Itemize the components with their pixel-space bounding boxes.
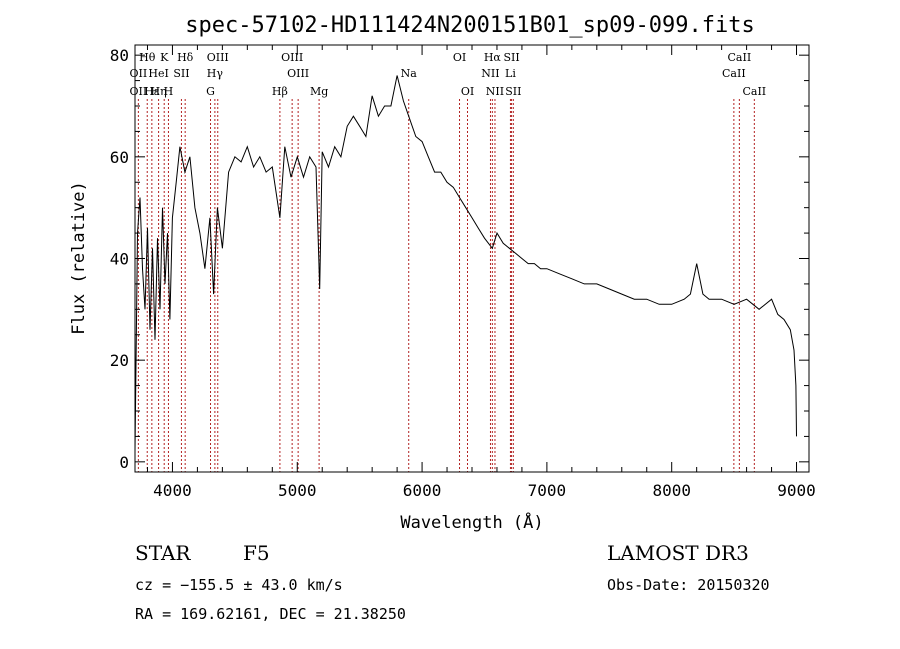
line-marker-label: OII <box>130 85 148 98</box>
line-marker-label: NII <box>481 67 499 80</box>
line-marker-label: CaII <box>742 85 766 98</box>
line-marker-label: Mg <box>310 85 328 98</box>
obs-date: Obs-Date: 20150320 <box>607 576 770 594</box>
y-tick-label: 60 <box>110 148 129 167</box>
line-marker-label: Hε <box>144 85 160 98</box>
x-tick-label: 9000 <box>777 481 816 500</box>
line-marker-label: NII <box>486 85 504 98</box>
line-marker-label: H <box>164 85 174 98</box>
line-marker-label: OII <box>130 67 148 80</box>
line-marker-label: Hβ <box>272 85 288 98</box>
line-marker-label: SII <box>505 85 521 98</box>
y-tick-label: 40 <box>110 250 129 269</box>
line-marker-label: CaII <box>722 67 746 80</box>
axis-ticks: 4000 5000 6000 7000 8000 9000 0 20 40 60 80 <box>110 45 816 500</box>
x-tick-label: 5000 <box>278 481 317 500</box>
line-marker-label: CaII <box>728 51 752 64</box>
x-tick-label: 8000 <box>652 481 691 500</box>
line-marker-label: OI <box>461 85 474 98</box>
object-class: STAR <box>135 541 191 565</box>
plot-frame <box>134 44 810 473</box>
x-tick-label: 4000 <box>153 481 192 500</box>
line-marker-label: G <box>206 85 215 98</box>
y-tick-label: 0 <box>119 453 129 472</box>
line-marker-label: Hα <box>484 51 502 64</box>
x-tick-label: 6000 <box>403 481 442 500</box>
object-subclass: F5 <box>243 541 270 565</box>
line-marker-label: SII <box>173 67 189 80</box>
line-marker-label: HeI <box>148 67 168 80</box>
y-tick-label: 20 <box>110 351 129 370</box>
line-marker-label: OIII <box>207 51 229 64</box>
line-marker-label: OIII <box>281 51 303 64</box>
chart-title: spec-57102-HD111424N200151B01_sp09-099.f… <box>185 13 755 38</box>
line-marker-label: OI <box>453 51 466 64</box>
survey-name: LAMOST DR3 <box>607 541 749 565</box>
line-marker-label: SII <box>503 51 519 64</box>
line-marker-label: Li <box>505 67 516 80</box>
line-marker-label: K <box>160 51 169 64</box>
y-tick-label: 80 <box>110 46 129 65</box>
line-marker-label: Hη <box>150 85 166 98</box>
coordinates: RA = 169.62161, DEC = 21.38250 <box>135 605 406 623</box>
y-axis-label: Flux (relative) <box>69 181 89 335</box>
line-marker-label: Hδ <box>177 51 194 64</box>
spectrum-line <box>134 75 797 452</box>
line-marker-label: OIII <box>287 67 309 80</box>
line-marker-label: Hθ <box>139 51 156 64</box>
line-marker-label: Hγ <box>207 67 224 80</box>
x-tick-label: 7000 <box>528 481 567 500</box>
x-axis-label: Wavelength (Å) <box>400 511 543 533</box>
line-marker-label: Na <box>401 67 418 80</box>
redshift-text: cz = −155.5 ± 43.0 km/s <box>135 576 343 594</box>
